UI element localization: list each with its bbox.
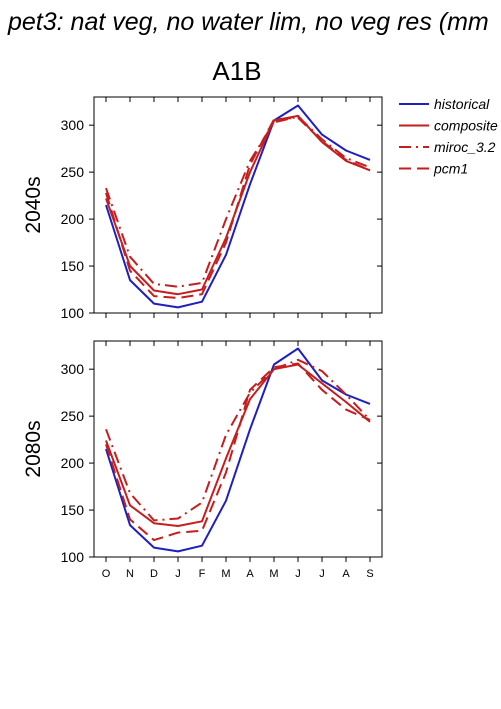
y-tick-label: 250 <box>61 408 85 424</box>
y-tick-label: 200 <box>61 211 85 227</box>
y-tick-label: 150 <box>61 502 85 518</box>
legend-label: historical <box>434 96 490 112</box>
x-tick-label: A <box>246 568 254 580</box>
panel-label: 2080s <box>22 420 45 477</box>
series-line-miroc-3-2 <box>105 115 371 288</box>
x-tick-label: J <box>319 568 325 580</box>
y-tick-label: 300 <box>61 117 85 133</box>
panel-label: 2040s <box>22 176 45 233</box>
plot-frame <box>93 340 383 558</box>
y-tick-label: 100 <box>61 549 85 565</box>
x-tick-label: O <box>102 568 111 580</box>
series-line-pcm1 <box>105 116 371 299</box>
y-tick-label: 250 <box>61 164 85 180</box>
x-tick-label: J <box>175 568 181 580</box>
y-tick-label: 200 <box>61 455 85 471</box>
legend-label: miroc_3.2 <box>434 139 496 155</box>
series-line-historical <box>105 104 371 309</box>
x-tick-label: F <box>199 568 206 580</box>
x-tick-label: D <box>150 568 158 580</box>
legend-label: composite <box>434 118 498 134</box>
legend: historical composite miroc_3.2 pcm1 <box>399 96 498 177</box>
x-tick-label: N <box>126 568 134 580</box>
y-tick-label: 300 <box>61 361 85 377</box>
plot-frame <box>93 96 383 314</box>
series-line-historical <box>105 347 371 553</box>
y-tick-label: 150 <box>61 258 85 274</box>
panel-2040s: 100 150 200 250 300 2040s <box>22 96 383 321</box>
series-line-composite <box>105 363 371 527</box>
series-line-miroc-3-2 <box>105 358 371 522</box>
legend-label: pcm1 <box>433 161 468 177</box>
x-tick-label: M <box>221 568 230 580</box>
x-tick-label: J <box>295 568 301 580</box>
scenario-title: A1B <box>212 56 261 86</box>
x-tick-label: A <box>342 568 350 580</box>
y-tick-label: 100 <box>61 305 85 321</box>
page-title: pet3: nat veg, no water lim, no veg res … <box>7 8 489 36</box>
x-tick-label: S <box>366 568 373 580</box>
panel-2080s: 100 150 200 250 300 O N D J F M A M J J A S 2080s <box>22 340 383 580</box>
x-tick-label: M <box>269 568 278 580</box>
series-line-pcm1 <box>105 362 371 542</box>
